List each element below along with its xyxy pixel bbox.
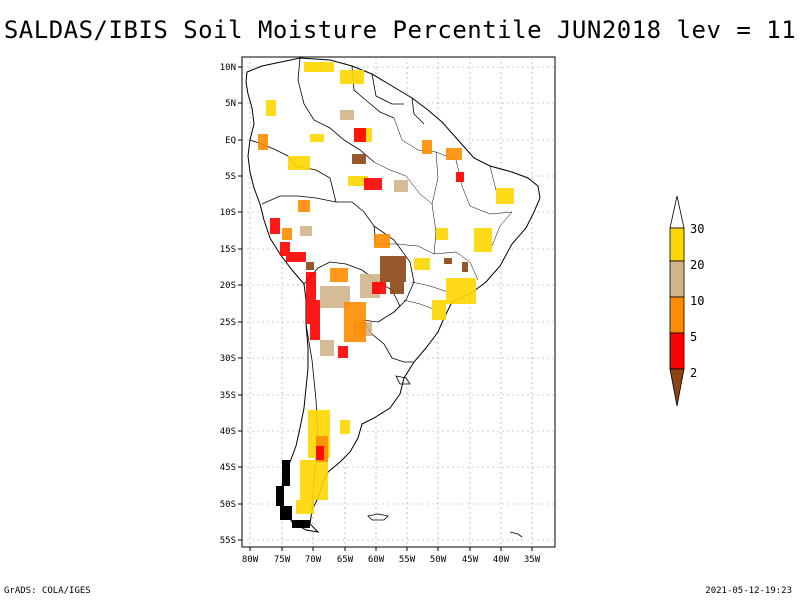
lat-label: 10S: [220, 208, 236, 218]
lat-label: 5N: [225, 99, 236, 109]
lat-label: 15S: [220, 245, 236, 255]
legend-label: 20: [690, 258, 704, 272]
color-legend: [669, 195, 685, 407]
lat-label: 5S: [225, 172, 236, 182]
legend-swatch-10-20: [669, 260, 685, 298]
axis-ticks: [238, 66, 533, 551]
state-borders: [373, 117, 513, 311]
legend-cap-bottom: [669, 368, 685, 407]
moisture-patches: [258, 62, 514, 514]
lat-label: 30S: [220, 354, 236, 364]
lon-label: 40W: [493, 555, 510, 565]
lat-label: 20S: [220, 281, 236, 291]
chile-archipelago: [276, 460, 310, 528]
legend-swatch-2-5: [669, 332, 685, 370]
lat-label: 55S: [220, 536, 236, 546]
legend-label: 5: [690, 330, 697, 344]
legend-label: 2: [690, 366, 697, 380]
lon-label: 50W: [430, 555, 447, 565]
lat-label: 25S: [220, 318, 236, 328]
lon-label: 75W: [274, 555, 291, 565]
lon-label: 45W: [462, 555, 479, 565]
legend-cap-top: [669, 195, 685, 229]
footer-timestamp: 2021-05-12-19:23: [705, 586, 792, 596]
lat-label: EQ: [225, 136, 236, 146]
lat-label: 10N: [220, 63, 236, 73]
lat-label: 40S: [220, 427, 236, 437]
lon-label: 60W: [368, 555, 385, 565]
lat-label: 45S: [220, 463, 236, 473]
map-title: SALDAS/IBIS Soil Moisture Percentile JUN…: [3, 16, 797, 44]
lon-label: 35W: [524, 555, 541, 565]
islands: [367, 375, 523, 538]
legend-swatch-5-10: [669, 296, 685, 334]
lon-label: 65W: [337, 555, 354, 565]
legend-swatch-20-30: [669, 227, 685, 262]
lat-label: 50S: [220, 500, 236, 510]
footer-credit: GrADS: COLA/IGES: [4, 586, 91, 596]
lon-label: 80W: [242, 555, 259, 565]
legend-label: 10: [690, 294, 704, 308]
lon-label: 55W: [399, 555, 416, 565]
lon-label: 70W: [305, 555, 322, 565]
legend-label: 30: [690, 222, 704, 236]
lat-label: 35S: [220, 391, 236, 401]
